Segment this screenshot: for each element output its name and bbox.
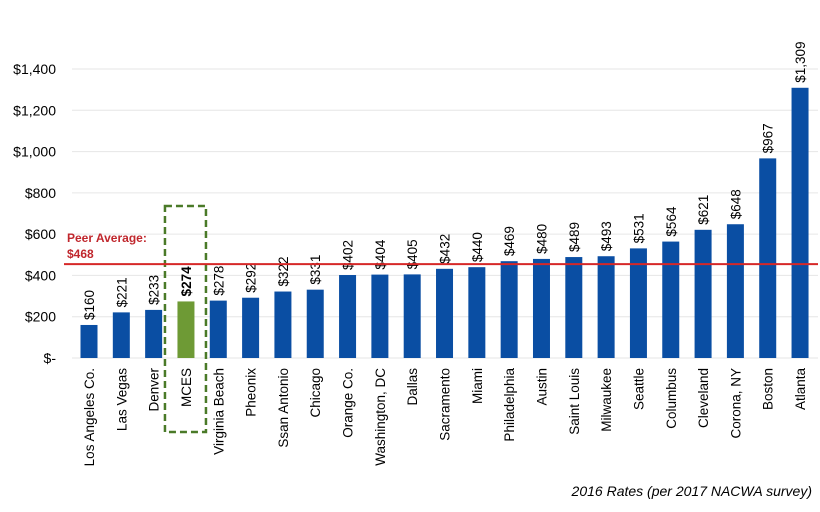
category-label: Denver: [147, 368, 162, 412]
bar-value-label: $331: [308, 255, 323, 285]
bar-value-label: $405: [405, 239, 420, 269]
category-label: Orange Co.: [341, 368, 356, 438]
bar-value-label: $564: [664, 206, 679, 237]
category-label: Atlanta: [793, 368, 808, 411]
bar: [145, 309, 163, 358]
bar-value-label: $1,309: [793, 41, 808, 82]
bars: [80, 87, 809, 358]
bar: [403, 274, 421, 358]
peer-average-label: Peer Average:: [67, 231, 147, 245]
bar: [532, 258, 550, 358]
y-tick-label: $200: [25, 309, 56, 325]
bar: [500, 261, 518, 358]
category-label: Austin: [534, 368, 549, 406]
category-label: Ssan Antonio: [276, 368, 291, 448]
bar-value-label: $440: [470, 232, 485, 262]
bar: [662, 241, 680, 358]
y-tick-label: $800: [25, 185, 56, 201]
bar: [694, 229, 712, 358]
y-tick-label: $-: [44, 350, 57, 366]
peer-average-value: $468: [67, 247, 94, 261]
chart-caption: 2016 Rates (per 2017 NACWA survey): [571, 483, 812, 499]
bar-value-label: $493: [599, 221, 614, 251]
bar-value-label: $292: [244, 263, 259, 293]
category-label: Washington, DC: [373, 368, 388, 466]
y-tick-label: $400: [25, 267, 56, 283]
category-label: Pheonix: [244, 368, 259, 417]
bar-value-label: $160: [82, 290, 97, 320]
bar: [306, 289, 324, 358]
bar-value-label: $402: [341, 240, 356, 270]
bar-value-label: $621: [696, 195, 711, 225]
category-label: Los Angeles Co.: [82, 368, 97, 466]
category-label: Las Vegas: [114, 368, 129, 431]
category-label: Saint Louis: [567, 368, 582, 435]
category-label: Chicago: [308, 368, 323, 418]
category-label: Cleveland: [696, 368, 711, 428]
bar-value-label: $221: [114, 277, 129, 307]
bar: [209, 300, 227, 358]
bar: [274, 291, 292, 358]
category-label: MCES: [179, 368, 194, 407]
category-label: Milwaukee: [599, 368, 614, 432]
bar-value-label: $469: [502, 226, 517, 256]
bar-value-label: $432: [438, 234, 453, 264]
category-label: Virginia Beach: [211, 368, 226, 455]
bar-value-label: $404: [373, 239, 388, 270]
category-label: Sacramento: [438, 368, 453, 441]
bar: [726, 224, 744, 358]
category-label: Philadelphia: [502, 368, 517, 442]
category-labels: Los Angeles Co. Las Vegas Denver MCES Virgin…: [82, 368, 808, 467]
bar-value-label: $278: [211, 266, 226, 296]
highlight-dashed-box: [163, 204, 208, 434]
y-tick-label: $600: [25, 226, 56, 242]
category-label: Corona, NY: [728, 368, 743, 439]
bar: [242, 297, 260, 358]
bar: [629, 248, 647, 358]
category-label: Seattle: [631, 368, 646, 410]
category-label: Boston: [761, 368, 776, 410]
bar-value-label: $489: [567, 222, 582, 252]
bar-value-label: $967: [761, 123, 776, 153]
bar: [80, 324, 98, 358]
bar: [436, 268, 454, 358]
bar-highlight: [177, 301, 195, 358]
y-tick-label: $1,200: [13, 102, 56, 118]
bar: [468, 267, 486, 358]
bar-value-label: $480: [534, 224, 549, 254]
bar: [791, 87, 809, 358]
bar: [112, 312, 130, 358]
bar: [597, 256, 615, 358]
bar-value-label: $531: [631, 213, 646, 243]
bar: [759, 158, 777, 358]
bar-value-label: $648: [728, 189, 743, 219]
bar: [565, 257, 583, 358]
y-tick-label: $1,000: [13, 144, 56, 160]
y-tick-label: $1,400: [13, 61, 56, 77]
bar-value-label: $233: [147, 275, 162, 305]
bar: [339, 275, 357, 358]
category-label: Columbus: [664, 368, 679, 429]
bar: [371, 274, 389, 358]
bar-value-labels: $160 $221 $233 $274 $278 $292 $322 $331 $402 $404…: [82, 41, 808, 319]
category-label: Miami: [470, 368, 485, 404]
bar-value-label: $274: [179, 266, 194, 297]
category-label: Dallas: [405, 368, 420, 406]
bar-value-label: $322: [276, 256, 291, 286]
y-axis-tick-labels: $- $200 $400 $600 $800 $1,000 $1,200 $1,400: [13, 61, 56, 366]
